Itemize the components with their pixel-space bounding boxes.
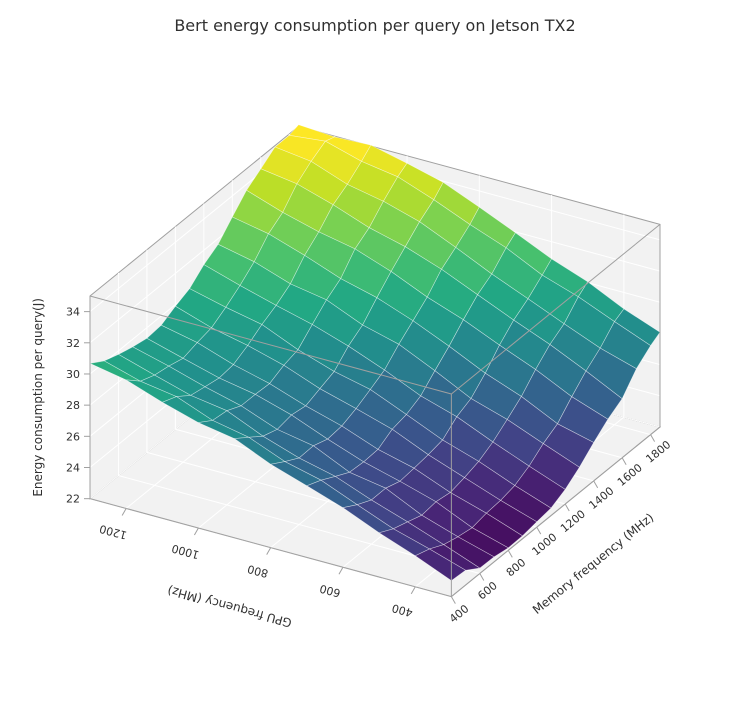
svg-text:400: 400 [447, 602, 471, 625]
svg-text:GPU frequency (MHz): GPU frequency (MHz) [166, 583, 293, 630]
svg-text:1200: 1200 [558, 507, 588, 535]
svg-text:1000: 1000 [170, 541, 200, 561]
svg-text:24: 24 [66, 461, 80, 474]
svg-text:26: 26 [66, 430, 80, 443]
svg-text:32: 32 [66, 337, 80, 350]
svg-text:34: 34 [66, 306, 80, 319]
svg-text:800: 800 [246, 562, 270, 580]
svg-text:1000: 1000 [530, 531, 560, 559]
svg-text:30: 30 [66, 368, 80, 381]
svg-text:600: 600 [318, 582, 342, 600]
svg-text:Energy consumption per query(J: Energy consumption per query(J) [31, 298, 45, 497]
surface-3d-chart: Bert energy consumption per query on Jet… [0, 0, 750, 703]
svg-text:1200: 1200 [98, 522, 128, 542]
svg-text:22: 22 [66, 493, 80, 506]
svg-text:800: 800 [504, 556, 528, 579]
svg-text:400: 400 [390, 601, 414, 619]
chart-title: Bert energy consumption per query on Jet… [0, 16, 750, 35]
svg-text:1400: 1400 [587, 484, 617, 512]
chart-canvas: 4006008001000120014001600180040060080010… [0, 0, 750, 703]
svg-text:1600: 1600 [615, 461, 645, 489]
svg-text:600: 600 [475, 579, 499, 602]
svg-text:Memory frequency (MHz): Memory frequency (MHz) [530, 510, 657, 617]
svg-text:1800: 1800 [643, 438, 673, 466]
svg-text:28: 28 [66, 399, 80, 412]
